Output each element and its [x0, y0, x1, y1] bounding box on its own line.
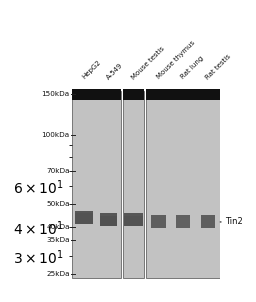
Bar: [75, 211, 93, 224]
Bar: [151, 215, 166, 218]
Text: A-549: A-549: [106, 62, 124, 80]
Bar: [124, 213, 143, 226]
Bar: [146, 89, 220, 100]
Bar: [72, 89, 121, 100]
Bar: [100, 213, 118, 226]
Bar: [176, 215, 190, 218]
Bar: [123, 89, 144, 100]
Bar: [151, 215, 166, 229]
Bar: [201, 215, 215, 218]
Text: Tin2: Tin2: [225, 217, 242, 226]
Bar: [201, 215, 215, 229]
Text: 150kDa: 150kDa: [41, 91, 70, 97]
Text: Mouse thymus: Mouse thymus: [155, 40, 196, 80]
Text: Rat testis: Rat testis: [205, 53, 232, 80]
Bar: [124, 213, 143, 216]
Text: 35kDa: 35kDa: [46, 237, 70, 243]
Bar: [123, 91, 144, 278]
Bar: [72, 91, 121, 278]
Bar: [176, 215, 190, 229]
Bar: [146, 91, 220, 278]
Text: 50kDa: 50kDa: [46, 201, 70, 207]
Text: 40kDa: 40kDa: [46, 224, 70, 230]
Text: Mouse testis: Mouse testis: [131, 45, 166, 80]
Text: 100kDa: 100kDa: [41, 132, 70, 138]
Text: 70kDa: 70kDa: [46, 168, 70, 174]
Bar: [100, 213, 118, 216]
Bar: [75, 211, 93, 213]
Text: 25kDa: 25kDa: [46, 271, 70, 277]
Text: Rat lung: Rat lung: [180, 56, 205, 80]
Text: HepG2: HepG2: [81, 59, 102, 80]
